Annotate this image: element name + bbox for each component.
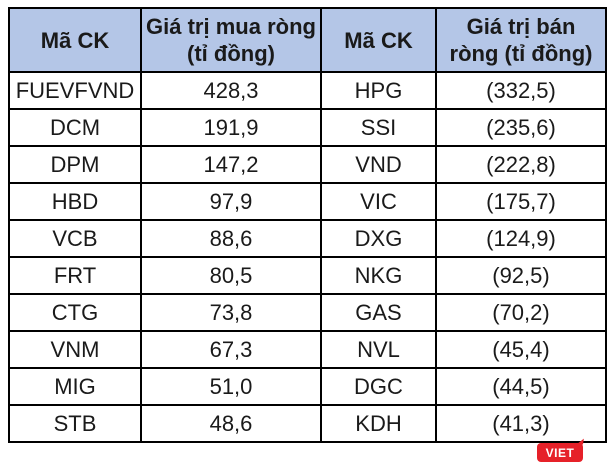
table-row: CTG 73,8 GAS (70,2) <box>8 293 607 332</box>
ticker-cell: HBD <box>8 182 142 221</box>
ticker-cell: SSI <box>320 108 437 147</box>
value-cell: 80,5 <box>140 256 322 295</box>
value-cell: (235,6) <box>435 108 607 147</box>
ticker-cell: VIC <box>320 182 437 221</box>
table-row: VNM 67,3 NVL (45,4) <box>8 330 607 369</box>
viet-watermark-label: VIET <box>545 445 575 460</box>
ticker-cell: STB <box>8 404 142 443</box>
value-cell: (332,5) <box>435 71 607 110</box>
ticker-cell: NVL <box>320 330 437 369</box>
value-cell: 191,9 <box>140 108 322 147</box>
header-net-buy-value: Giá trị mua ròng (tỉ đồng) <box>140 7 322 73</box>
ticker-cell: DPM <box>8 145 142 184</box>
value-cell: 428,3 <box>140 71 322 110</box>
value-cell: 48,6 <box>140 404 322 443</box>
ticker-cell: MIG <box>8 367 142 406</box>
ticker-cell: VCB <box>8 219 142 258</box>
header-ticker-buy: Mã CK <box>8 7 142 73</box>
ticker-cell: FUEVFVND <box>8 71 142 110</box>
header-net-sell-value: Giá trị bán ròng (tỉ đồng) <box>435 7 607 73</box>
table-row: FUEVFVND 428,3 HPG (332,5) <box>8 71 607 110</box>
value-cell: (70,2) <box>435 293 607 332</box>
viet-watermark-logo: VIET <box>537 437 585 462</box>
ticker-cell: CTG <box>8 293 142 332</box>
table-row: HBD 97,9 VIC (175,7) <box>8 182 607 221</box>
ticker-cell: NKG <box>320 256 437 295</box>
ticker-cell: KDH <box>320 404 437 443</box>
ticker-cell: FRT <box>8 256 142 295</box>
table-row: STB 48,6 KDH (41,3) <box>8 404 607 443</box>
value-cell: (41,3) <box>435 404 607 443</box>
ticker-cell: VND <box>320 145 437 184</box>
value-cell: 67,3 <box>140 330 322 369</box>
value-cell: 97,9 <box>140 182 322 221</box>
value-cell: 73,8 <box>140 293 322 332</box>
value-cell: (175,7) <box>435 182 607 221</box>
ticker-cell: DXG <box>320 219 437 258</box>
header-ticker-sell: Mã CK <box>320 7 437 73</box>
watermark-notch-icon <box>578 437 585 445</box>
value-cell: 147,2 <box>140 145 322 184</box>
table-row: MIG 51,0 DGC (44,5) <box>8 367 607 406</box>
table-row: FRT 80,5 NKG (92,5) <box>8 256 607 295</box>
value-cell: (45,4) <box>435 330 607 369</box>
ticker-cell: DCM <box>8 108 142 147</box>
header-row: Mã CK Giá trị mua ròng (tỉ đồng) Mã CK G… <box>8 7 607 73</box>
table-row: DCM 191,9 SSI (235,6) <box>8 108 607 147</box>
ticker-cell: DGC <box>320 367 437 406</box>
net-buy-sell-table: Mã CK Giá trị mua ròng (tỉ đồng) Mã CK G… <box>8 7 607 443</box>
table-row: DPM 147,2 VND (222,8) <box>8 145 607 184</box>
value-cell: (92,5) <box>435 256 607 295</box>
value-cell: (44,5) <box>435 367 607 406</box>
table-row: VCB 88,6 DXG (124,9) <box>8 219 607 258</box>
ticker-cell: HPG <box>320 71 437 110</box>
value-cell: 51,0 <box>140 367 322 406</box>
ticker-cell: VNM <box>8 330 142 369</box>
ticker-cell: GAS <box>320 293 437 332</box>
value-cell: (124,9) <box>435 219 607 258</box>
value-cell: 88,6 <box>140 219 322 258</box>
value-cell: (222,8) <box>435 145 607 184</box>
table-body: FUEVFVND 428,3 HPG (332,5) DCM 191,9 SSI (235,6… <box>8 71 607 443</box>
